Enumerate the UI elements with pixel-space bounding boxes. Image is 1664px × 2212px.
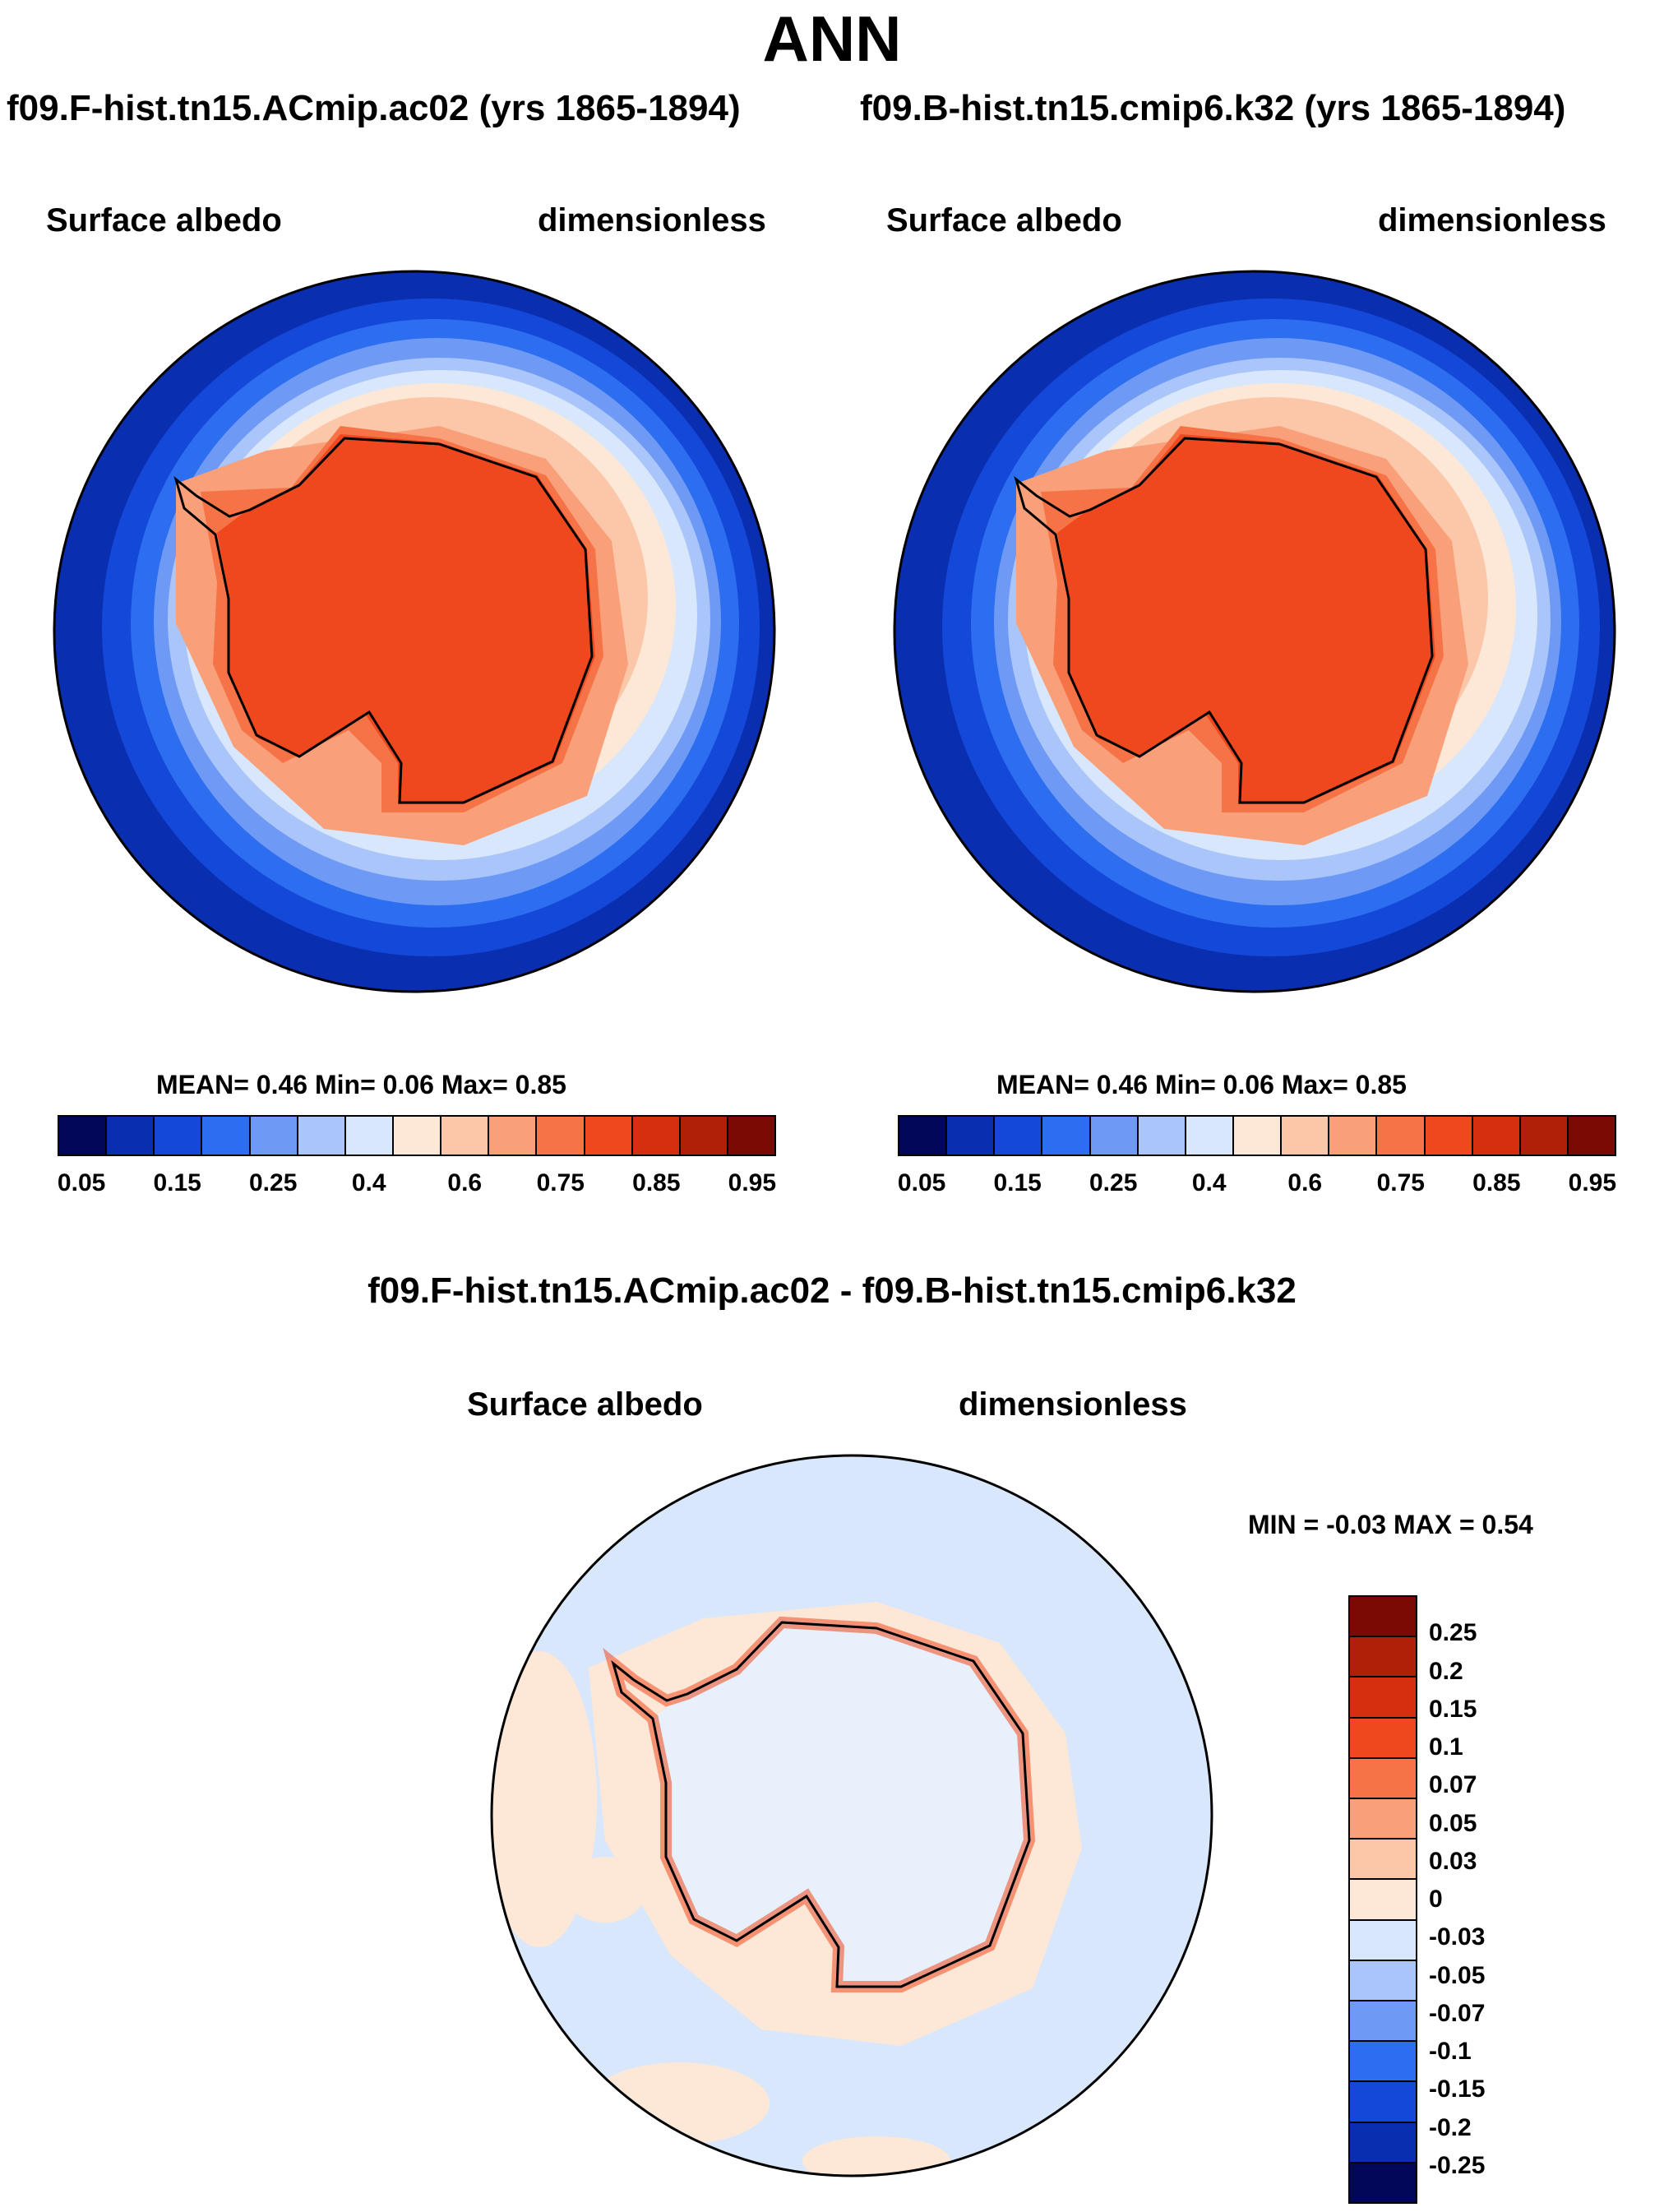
diff-colorbar-tick-label: -0.15 bbox=[1429, 2075, 1486, 2103]
diff-colorbar-segment bbox=[1350, 1799, 1416, 1840]
diff-colorbar-tick-label: 0 bbox=[1429, 1886, 1443, 1913]
diff-variable-label: Surface albedo bbox=[467, 1386, 703, 1423]
diff-minmax: MIN = -0.03 MAX = 0.54 bbox=[1248, 1510, 1533, 1539]
right-colorbar-segment bbox=[1425, 1117, 1473, 1155]
right-colorbar-segment bbox=[1282, 1117, 1330, 1155]
right-colorbar-segment bbox=[1090, 1117, 1139, 1155]
diff-units-label: dimensionless bbox=[959, 1386, 1187, 1423]
diff-colorbar-tick-label: -0.2 bbox=[1429, 2113, 1472, 2141]
left-colorbar-segment bbox=[585, 1117, 633, 1155]
right-colorbar-segment bbox=[947, 1117, 996, 1155]
diff-colorbar-tick-label: -0.1 bbox=[1429, 2038, 1472, 2065]
right-colorbar-tick-label: 0.6 bbox=[1287, 1169, 1323, 1196]
left-colorbar-segment bbox=[441, 1117, 490, 1155]
left-colorbar bbox=[58, 1115, 776, 1156]
left-colorbar-segment bbox=[202, 1117, 251, 1155]
diff-colorbar-tick-label: -0.03 bbox=[1429, 1923, 1486, 1951]
right-colorbar-tick-label: 0.75 bbox=[1376, 1169, 1425, 1196]
right-colorbar bbox=[898, 1115, 1616, 1156]
right-colorbar-segment bbox=[1138, 1117, 1186, 1155]
diff-colorbar-segment bbox=[1350, 2001, 1416, 2043]
left-colorbar-segment bbox=[728, 1117, 775, 1155]
left-albedo-map bbox=[53, 270, 776, 993]
right-colorbar-segment bbox=[1520, 1117, 1569, 1155]
left-colorbar-tick-label: 0.4 bbox=[351, 1169, 386, 1196]
left-colorbar-tick-label: 0.25 bbox=[248, 1169, 298, 1196]
right-colorbar-segment bbox=[995, 1117, 1043, 1155]
right-colorbar-segment bbox=[1186, 1117, 1234, 1155]
diff-colorbar-tick-label: 0.15 bbox=[1429, 1695, 1477, 1723]
diff-colorbar-tick-label: -0.05 bbox=[1429, 1961, 1486, 1989]
diff-colorbar-segment bbox=[1350, 1597, 1416, 1638]
diff-colorbar-tick-label: 0.25 bbox=[1429, 1619, 1477, 1647]
diff-colorbar-segment bbox=[1350, 2082, 1416, 2123]
left-colorbar-tick-label: 0.95 bbox=[728, 1169, 777, 1196]
left-colorbar-segment bbox=[393, 1117, 442, 1155]
diff-colorbar-segment bbox=[1350, 2163, 1416, 2203]
diff-colorbar-tick-label: 0.07 bbox=[1429, 1771, 1477, 1799]
right-albedo-map bbox=[893, 270, 1616, 993]
diff-colorbar-segment bbox=[1350, 1678, 1416, 1719]
left-colorbar-segment bbox=[250, 1117, 298, 1155]
diff-colorbar-tick-label: 0.03 bbox=[1429, 1847, 1477, 1875]
right-stats: MEAN= 0.46 Min= 0.06 Max= 0.85 bbox=[996, 1070, 1407, 1099]
right-colorbar-segment bbox=[1233, 1117, 1283, 1155]
diff-colorbar-segment bbox=[1350, 1839, 1416, 1881]
left-colorbar-segment bbox=[537, 1117, 585, 1155]
diff-colorbar-tick-label: 0.1 bbox=[1429, 1733, 1463, 1761]
left-colorbar-segment bbox=[107, 1117, 155, 1155]
right-colorbar-segment bbox=[1042, 1117, 1091, 1155]
diff-colorbar-segment bbox=[1350, 1718, 1416, 1759]
diff-colorbar-tick-label: 0.2 bbox=[1429, 1657, 1463, 1685]
left-colorbar-tick-label: 0.15 bbox=[153, 1169, 201, 1196]
left-colorbar-segment bbox=[632, 1117, 681, 1155]
diff-albedo-map bbox=[490, 1454, 1213, 2177]
right-case-title: f09.B-hist.tn15.cmip6.k32 (yrs 1865-1894… bbox=[860, 88, 1566, 128]
right-colorbar-segment bbox=[1568, 1117, 1615, 1155]
diff-colorbar-segment bbox=[1350, 2042, 1416, 2083]
right-colorbar-segment bbox=[899, 1117, 948, 1155]
right-colorbar-tick-label: 0.15 bbox=[993, 1169, 1042, 1196]
left-colorbar-tick-label: 0.75 bbox=[536, 1169, 585, 1196]
left-colorbar-segment bbox=[680, 1117, 728, 1155]
right-colorbar-tick-label: 0.05 bbox=[897, 1169, 946, 1196]
left-colorbar-segment bbox=[345, 1117, 394, 1155]
left-colorbar-tick-label: 0.6 bbox=[447, 1169, 483, 1196]
page-title: ANN bbox=[762, 2, 902, 75]
diff-colorbar-segment bbox=[1350, 1920, 1416, 1961]
right-colorbar-tick-label: 0.85 bbox=[1472, 1169, 1521, 1196]
right-variable-label: Surface albedo bbox=[886, 202, 1122, 238]
left-units-label: dimensionless bbox=[538, 202, 766, 238]
left-stats: MEAN= 0.46 Min= 0.06 Max= 0.85 bbox=[156, 1070, 566, 1099]
right-colorbar-segment bbox=[1329, 1117, 1378, 1155]
right-colorbar-tick-label: 0.25 bbox=[1089, 1169, 1138, 1196]
left-variable-label: Surface albedo bbox=[46, 202, 282, 238]
right-colorbar-tick-label: 0.4 bbox=[1191, 1169, 1227, 1196]
diff-colorbar-tick-label: 0.05 bbox=[1429, 1809, 1477, 1837]
right-units-label: dimensionless bbox=[1378, 202, 1606, 238]
right-colorbar-segment bbox=[1377, 1117, 1426, 1155]
diff-colorbar-segment bbox=[1350, 1758, 1416, 1800]
left-colorbar-segment bbox=[59, 1117, 108, 1155]
diff-colorbar-segment bbox=[1350, 1960, 1416, 2002]
diff-colorbar-tick-label: -0.25 bbox=[1429, 2151, 1486, 2179]
left-colorbar-segment bbox=[298, 1117, 346, 1155]
left-colorbar-tick-label: 0.05 bbox=[57, 1169, 106, 1196]
diff-colorbar-tick-label: -0.07 bbox=[1429, 1999, 1486, 2027]
right-colorbar-segment bbox=[1472, 1117, 1521, 1155]
left-case-title: f09.F-hist.tn15.ACmip.ac02 (yrs 1865-189… bbox=[7, 88, 741, 128]
right-colorbar-tick-label: 0.95 bbox=[1568, 1169, 1617, 1196]
left-colorbar-segment bbox=[155, 1117, 203, 1155]
diff-case-title: f09.F-hist.tn15.ACmip.ac02 - f09.B-hist.… bbox=[367, 1270, 1297, 1311]
left-colorbar-segment bbox=[489, 1117, 538, 1155]
diff-colorbar-segment bbox=[1350, 2122, 1416, 2163]
left-colorbar-tick-label: 0.85 bbox=[632, 1169, 681, 1196]
diff-colorbar-segment bbox=[1350, 1880, 1416, 1921]
diff-colorbar bbox=[1348, 1595, 1417, 2204]
diff-colorbar-segment bbox=[1350, 1637, 1416, 1678]
